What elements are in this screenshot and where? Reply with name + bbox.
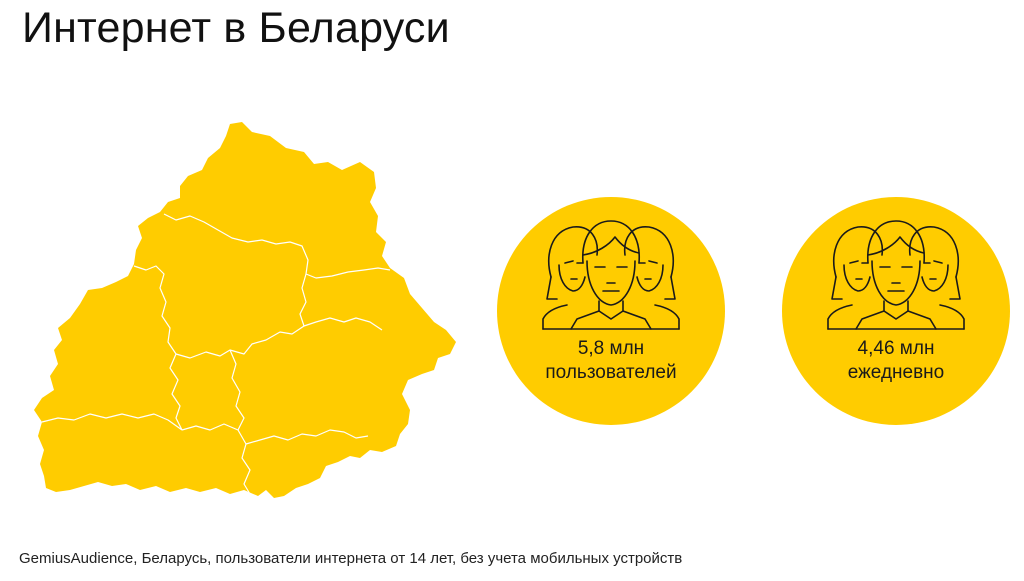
source-note: GemiusAudience, Беларусь, пользователи и… bbox=[19, 550, 683, 567]
belarus-map-shape bbox=[34, 122, 456, 498]
stat-users-circle: 5,8 млн пользователей bbox=[497, 197, 725, 425]
stat-users-text: 5,8 млн пользователей bbox=[497, 337, 725, 385]
stat-daily-label: ежедневно bbox=[847, 362, 945, 383]
stat-daily-circle: 4,46 млн ежедневно bbox=[782, 197, 1010, 425]
region-borders bbox=[41, 213, 391, 495]
stat-daily-value: 4,46 млн bbox=[857, 338, 935, 359]
stat-users-value: 5,8 млн bbox=[577, 338, 645, 359]
page-title: Интернет в Беларуси bbox=[22, 4, 450, 52]
stat-daily-text: 4,46 млн ежедневно bbox=[782, 337, 1010, 385]
stat-users-label: пользователей bbox=[545, 362, 677, 383]
people-group-icon bbox=[542, 220, 680, 330]
people-group-icon bbox=[827, 220, 965, 330]
belarus-map bbox=[34, 122, 456, 498]
